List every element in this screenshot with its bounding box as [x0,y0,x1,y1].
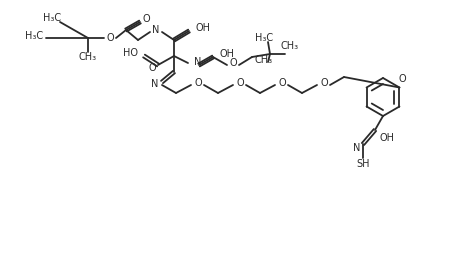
Text: O: O [194,78,202,88]
Text: O: O [142,14,150,24]
Text: N: N [353,143,361,153]
Text: HO: HO [123,48,138,58]
Text: CH₃: CH₃ [255,55,273,65]
Text: O: O [148,63,156,73]
Text: CH₃: CH₃ [281,41,299,51]
Text: O: O [106,33,114,43]
Text: O: O [229,58,237,68]
Text: O: O [398,74,407,84]
Text: N: N [152,25,159,35]
Text: H₃C: H₃C [255,33,273,43]
Text: N: N [151,79,159,89]
Text: SH: SH [356,159,370,169]
Text: OH: OH [379,133,394,143]
Text: O: O [278,78,286,88]
Text: O: O [320,78,328,88]
Text: H₃C: H₃C [25,31,43,41]
Text: OH: OH [219,49,234,59]
Text: CH₃: CH₃ [79,52,97,62]
Text: N: N [194,57,201,67]
Text: OH: OH [195,23,210,33]
Text: O: O [236,78,244,88]
Text: H₃C: H₃C [43,13,61,23]
